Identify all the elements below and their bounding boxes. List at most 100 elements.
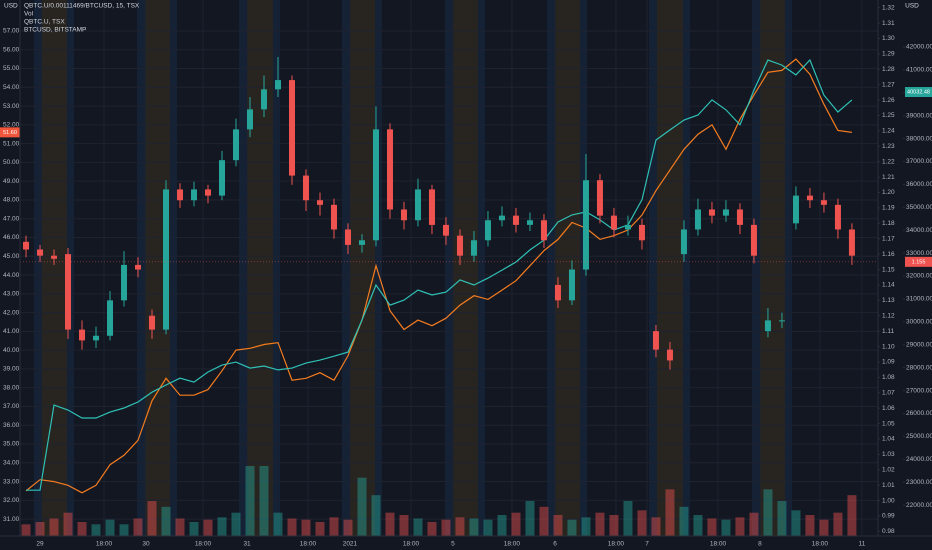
- ratio-tick-label: 1.22: [882, 158, 895, 165]
- candle-body: [470, 240, 477, 256]
- btc-tick-label: 35000.00: [906, 204, 932, 211]
- left-tick-label: 38.00: [3, 384, 20, 391]
- x-tick-label: 18:00: [403, 541, 420, 548]
- price-tag-label: 51.60: [3, 130, 17, 136]
- right-currency: USD: [905, 3, 919, 10]
- left-tick-label: 49.00: [3, 178, 20, 185]
- left-tick-label: 33.00: [3, 478, 20, 485]
- left-tick-label: 36.00: [3, 422, 20, 429]
- ratio-tick-label: 1.01: [882, 482, 895, 489]
- btc-tick-label: 36000.00: [906, 181, 932, 188]
- x-tick-label: 18:00: [504, 541, 521, 548]
- postmarket-band: [375, 0, 382, 536]
- left-tick-label: 57.00: [3, 28, 20, 35]
- btc-tick-label: 32000.00: [906, 273, 932, 280]
- session-band: [657, 0, 683, 536]
- volume-bar: [707, 518, 717, 536]
- candle-body: [568, 269, 575, 301]
- candle-body: [246, 109, 253, 130]
- candle-body: [93, 335, 100, 341]
- premarket-band: [445, 0, 453, 536]
- volume-bar: [427, 522, 437, 536]
- volume-bar: [735, 517, 745, 536]
- price-tag: [0, 127, 20, 138]
- ratio-tick-label: 1.27: [882, 81, 895, 88]
- premarket-band: [34, 0, 42, 536]
- postmarket-band: [273, 0, 280, 536]
- volume-bar: [245, 466, 255, 536]
- session-band: [42, 0, 67, 536]
- ratio-tick-label: 1.07: [882, 389, 895, 396]
- volume-bar: [203, 519, 213, 536]
- price-tag: [905, 256, 932, 267]
- ratio-tick-label: 1.26: [882, 97, 895, 104]
- volume-bar: [651, 517, 661, 536]
- volume-bar: [623, 501, 633, 536]
- volume-layer: [21, 466, 857, 536]
- volume-bar: [469, 518, 479, 536]
- ratio-tick-label: 1.02: [882, 466, 895, 473]
- btc-tick-label: 24000.00: [906, 456, 932, 463]
- ratio-tick-label: 1.16: [882, 251, 895, 258]
- postmarket-band: [478, 0, 485, 536]
- ratio-tick-label: 1.05: [882, 420, 895, 427]
- price-tag-label: 40032.48: [907, 89, 930, 95]
- volume-bar: [413, 518, 423, 536]
- btc-tick-label: 28000.00: [906, 364, 932, 371]
- candle-body: [848, 229, 855, 256]
- x-tick-label: 18:00: [608, 541, 625, 548]
- volume-bar: [287, 518, 297, 536]
- volume-bar: [231, 512, 241, 536]
- session-band: [350, 0, 375, 536]
- volume-bar: [791, 510, 801, 536]
- volume-bar: [721, 519, 731, 536]
- candle-body: [736, 209, 743, 225]
- candle-body: [596, 180, 603, 216]
- postmarket-band: [683, 0, 690, 536]
- ratio-tick-label: 1.15: [882, 266, 895, 273]
- volume-bar: [553, 515, 563, 536]
- left-tick-label: 56.00: [3, 46, 20, 53]
- legend-series: QBTC.U, TSX: [24, 19, 65, 26]
- volume-bar: [357, 477, 367, 536]
- volume-bar: [819, 519, 829, 536]
- candle-body: [680, 229, 687, 255]
- volume-bar: [637, 510, 647, 536]
- candle-body: [205, 189, 212, 196]
- volume-bar: [581, 517, 591, 536]
- candle-body: [652, 331, 659, 350]
- ratio-tick-label: 1.09: [882, 359, 895, 366]
- x-tick-label: 30: [142, 541, 150, 548]
- x-tick-label: 2021: [343, 541, 358, 548]
- volume-bar: [665, 489, 675, 536]
- ratio-tick-label: 1.12: [882, 312, 895, 319]
- candle-body: [722, 209, 729, 216]
- candle-body: [386, 129, 393, 210]
- left-tick-label: 52.00: [3, 122, 20, 129]
- left-tick-label: 32.00: [3, 497, 20, 504]
- x-tick-label: 18:00: [195, 541, 212, 548]
- left-tick-label: 47.00: [3, 215, 20, 222]
- left-tick-label: 54.00: [3, 84, 20, 91]
- candle-body: [708, 209, 715, 216]
- volume-bar: [847, 495, 857, 536]
- btc-tick-label: 37000.00: [906, 158, 932, 165]
- candle-body: [498, 215, 505, 221]
- ratio-tick-label: 1.06: [882, 405, 895, 412]
- candle-body: [764, 320, 771, 332]
- left-tick-label: 48.00: [3, 197, 20, 204]
- volume-bar: [805, 515, 815, 536]
- volume-bar: [399, 515, 409, 536]
- ratio-tick-label: 1.19: [882, 205, 895, 212]
- ratio-tick-label: 1.32: [882, 4, 895, 11]
- volume-bar: [147, 501, 157, 536]
- volume-bar: [525, 501, 535, 536]
- volume-bar: [749, 512, 759, 536]
- axes: 31.00 32.00 33.00 34.00 35.00 36.00 37.00 38.00…: [0, 4, 932, 548]
- volume-bar: [315, 522, 325, 536]
- left-tick-label: 46.00: [3, 234, 20, 241]
- ratio-tick-label: 0.98: [882, 528, 895, 535]
- x-tick-label: 18:00: [96, 541, 113, 548]
- candle-body: [610, 215, 617, 230]
- candle-layer: [23, 56, 855, 370]
